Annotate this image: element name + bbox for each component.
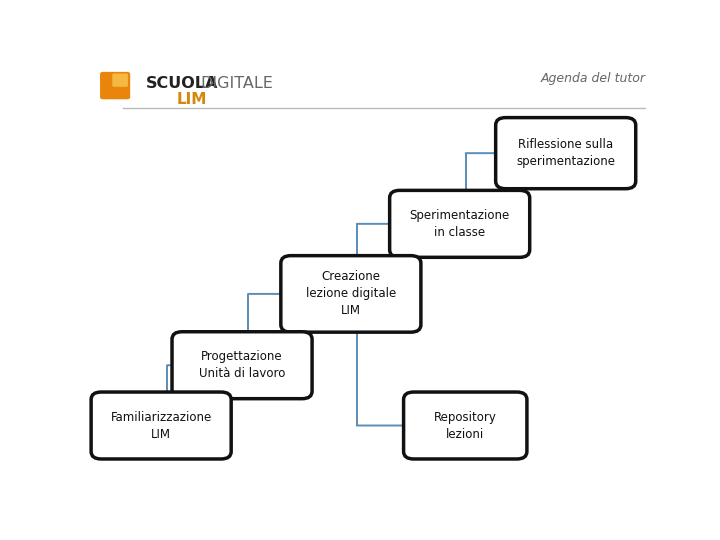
Text: LIM: LIM — [176, 92, 207, 107]
Text: Progettazione
Unità di lavoro: Progettazione Unità di lavoro — [199, 350, 285, 380]
FancyBboxPatch shape — [112, 73, 128, 87]
FancyBboxPatch shape — [281, 255, 421, 332]
Text: DIGITALE: DIGITALE — [200, 76, 273, 91]
FancyBboxPatch shape — [404, 392, 527, 459]
Text: Riflessione sulla
sperimentazione: Riflessione sulla sperimentazione — [516, 138, 615, 168]
FancyBboxPatch shape — [91, 392, 231, 459]
Text: Familiarizzazione
LIM: Familiarizzazione LIM — [110, 410, 212, 441]
FancyBboxPatch shape — [495, 118, 636, 188]
Text: Repository
lezioni: Repository lezioni — [434, 410, 497, 441]
Text: SCUOLA: SCUOLA — [145, 76, 218, 91]
FancyBboxPatch shape — [100, 72, 130, 99]
Text: Creazione
lezione digitale
LIM: Creazione lezione digitale LIM — [306, 271, 396, 318]
FancyBboxPatch shape — [172, 332, 312, 399]
Text: Sperimentazione
in classe: Sperimentazione in classe — [410, 209, 510, 239]
FancyBboxPatch shape — [390, 191, 530, 258]
Text: Agenda del tutor: Agenda del tutor — [540, 72, 645, 85]
